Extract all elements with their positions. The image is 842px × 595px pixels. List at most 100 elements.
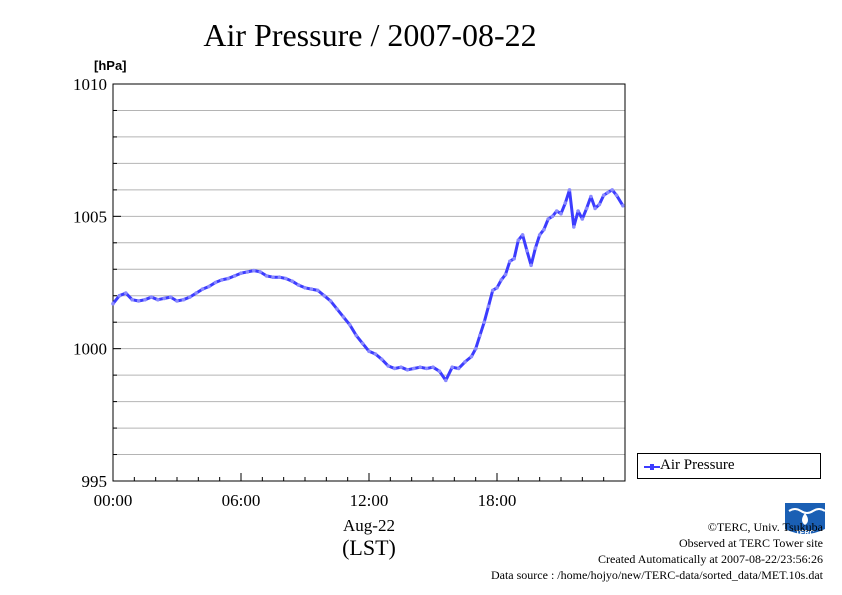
data-point — [386, 364, 391, 368]
data-point — [271, 275, 275, 280]
data-point — [525, 248, 529, 253]
x-tick-label: 00:00 — [94, 491, 133, 510]
x-tick-label: 18:00 — [478, 491, 517, 510]
data-point — [512, 256, 516, 261]
data-point — [554, 209, 559, 213]
y-tick-label: 995 — [82, 472, 108, 491]
data-point — [473, 346, 478, 351]
data-point — [593, 206, 597, 211]
data-point — [220, 278, 224, 282]
credits-block: ©TERC, Univ. Tsukuba Observed at TERC To… — [491, 519, 823, 583]
data-point — [542, 227, 546, 232]
data-point — [508, 259, 512, 264]
data-point — [584, 206, 589, 211]
x-axis-date: Aug-22 — [343, 516, 395, 535]
data-point — [559, 211, 563, 216]
y-axis-unit: [hPa] — [94, 58, 127, 73]
data-point — [181, 297, 186, 302]
data-point — [354, 333, 359, 338]
data-point — [380, 357, 384, 362]
svg-text:TERC: TERC — [795, 530, 814, 537]
data-point — [149, 295, 154, 299]
data-point — [264, 274, 269, 278]
data-point — [207, 284, 211, 289]
credits-created: Created Automatically at 2007-08-22/23:5… — [598, 552, 823, 566]
data-point — [529, 263, 533, 268]
x-tick-label: 12:00 — [350, 491, 389, 510]
credits-copyright: ©TERC, Univ. Tsukuba — [707, 520, 823, 534]
data-point — [601, 193, 606, 197]
data-point — [111, 301, 115, 306]
data-point — [168, 295, 173, 299]
data-point — [200, 287, 205, 291]
data-point — [537, 233, 542, 237]
grid-lines — [113, 109, 625, 456]
y-axis: 995 1000 1005 1010 — [73, 75, 121, 491]
data-point — [499, 278, 504, 282]
data-point — [589, 194, 593, 199]
data-point — [478, 333, 482, 338]
data-point — [143, 297, 147, 302]
credits-site: Observed at TERC Tower site — [678, 536, 823, 550]
data-point — [303, 286, 307, 290]
data-point — [614, 193, 619, 197]
x-tick-label: 06:00 — [222, 491, 261, 510]
data-point — [621, 203, 625, 208]
data-point — [194, 291, 198, 295]
legend-swatch — [644, 464, 660, 470]
data-point — [463, 360, 467, 364]
data-point — [503, 272, 508, 277]
data-point — [373, 352, 378, 356]
data-point — [252, 268, 256, 273]
data-point — [322, 293, 327, 298]
data-point — [232, 274, 237, 278]
series-points-air-pressure — [111, 188, 625, 383]
data-point — [567, 188, 572, 192]
data-point — [610, 188, 614, 192]
chart-title: Air Pressure / 2007-08-22 — [203, 17, 536, 53]
data-point — [516, 238, 521, 242]
data-point — [533, 246, 538, 250]
data-point — [239, 271, 243, 276]
legend-label: Air Pressure — [660, 457, 735, 473]
data-point — [546, 217, 550, 221]
data-point — [316, 288, 320, 293]
y-tick-label: 1010 — [73, 75, 107, 94]
data-point — [392, 366, 397, 371]
data-point — [277, 275, 282, 280]
plot-frame — [112, 83, 626, 482]
data-point — [576, 209, 580, 213]
data-point — [424, 366, 429, 371]
data-point — [597, 202, 602, 207]
y-tick-label: 1000 — [73, 340, 107, 359]
data-point — [290, 279, 295, 284]
data-point — [405, 368, 410, 372]
data-point — [418, 365, 423, 370]
data-point — [328, 299, 333, 303]
data-point — [360, 341, 365, 346]
data-point — [450, 365, 455, 370]
y-tick-label: 1005 — [73, 207, 107, 226]
data-point — [469, 354, 474, 359]
data-point — [490, 288, 495, 293]
data-point — [309, 287, 314, 291]
x-axis-label: (LST) — [342, 535, 396, 560]
data-point — [284, 276, 288, 281]
data-point — [130, 297, 134, 302]
data-point — [188, 295, 192, 299]
data-point — [550, 214, 555, 219]
data-point — [136, 299, 141, 303]
credits-source: Data source : /home/hojyo/new/TERC-data/… — [490, 568, 823, 582]
data-point — [563, 201, 568, 205]
data-point — [213, 280, 218, 285]
data-point — [124, 291, 128, 295]
data-point — [580, 217, 585, 221]
data-point — [431, 365, 435, 370]
data-point — [175, 299, 179, 303]
data-point — [495, 286, 499, 290]
data-point — [348, 323, 352, 327]
data-point — [258, 270, 263, 274]
data-point — [482, 320, 487, 325]
data-point — [296, 283, 301, 287]
